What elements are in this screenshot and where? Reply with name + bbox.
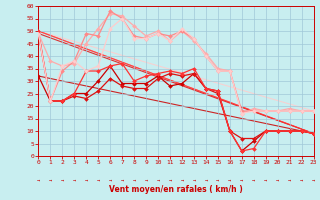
X-axis label: Vent moyen/en rafales ( km/h ): Vent moyen/en rafales ( km/h ): [109, 185, 243, 194]
